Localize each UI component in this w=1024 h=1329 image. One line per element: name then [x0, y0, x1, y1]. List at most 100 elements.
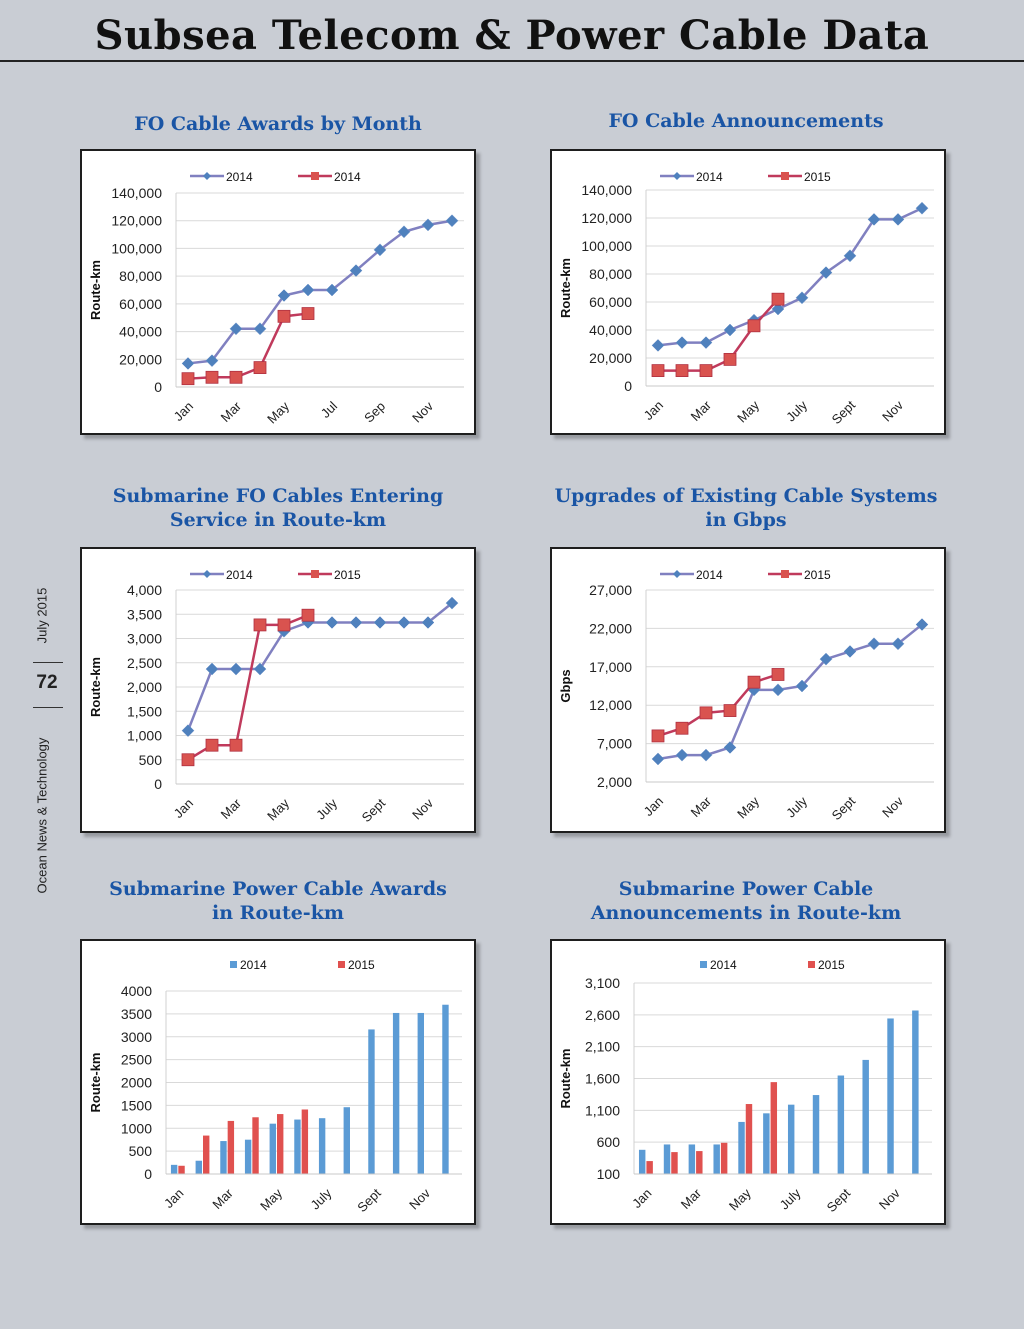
- data-point-square: [723, 704, 737, 717]
- bar-2014: [738, 1121, 745, 1174]
- y-tick-label: 3000: [121, 1029, 152, 1045]
- bar-2014: [417, 1012, 424, 1174]
- data-point-diamond: [421, 616, 435, 629]
- data-point-square: [181, 372, 195, 386]
- bar-2014: [318, 1118, 326, 1174]
- x-tick-label: Nov: [879, 397, 906, 424]
- bar-2015: [720, 1142, 728, 1174]
- data-point-diamond: [891, 637, 905, 651]
- chart-title: FO Cable Announcements: [526, 109, 966, 133]
- bar-2014: [713, 1144, 720, 1174]
- y-tick-label: 100,000: [111, 240, 162, 256]
- x-tick-label: July: [777, 1185, 804, 1212]
- chart-title-line: Upgrades of Existing Cable Systems: [554, 485, 938, 507]
- legend-label: 2014: [334, 170, 361, 184]
- y-tick-label: 140,000: [581, 182, 632, 198]
- x-tick-label: May: [726, 1185, 754, 1213]
- legend-square-marker: [781, 172, 789, 180]
- bar-2014: [442, 1004, 449, 1174]
- y-tick-label: 600: [597, 1134, 621, 1150]
- data-point-square: [771, 668, 785, 681]
- y-axis-label: Route-km: [88, 260, 103, 320]
- series-line-2014: [657, 623, 923, 761]
- data-point-diamond: [723, 323, 737, 337]
- bar-2015: [203, 1135, 210, 1174]
- series-line-2014: [187, 219, 453, 365]
- y-tick-label: 0: [144, 1166, 152, 1182]
- chart-svg: 0 20,000 40,000 60,000 80,000 100,000 120,000 1…: [558, 170, 934, 427]
- chart-title-line: Submarine FO Cables Entering: [112, 485, 444, 507]
- data-point-diamond: [277, 289, 291, 302]
- legend-square-marker: [311, 570, 319, 578]
- data-point-square: [277, 618, 291, 632]
- y-axis-label: Route-km: [88, 657, 103, 717]
- x-tick-label: July: [783, 397, 810, 424]
- chart-title: Submarine Power Cable Awards in Route-km: [58, 877, 498, 925]
- data-point-diamond: [421, 218, 435, 232]
- y-tick-label: 2,000: [127, 679, 162, 695]
- data-point-diamond: [915, 618, 929, 631]
- bar-2014: [170, 1164, 178, 1174]
- data-point-square: [747, 319, 761, 333]
- data-point-diamond: [771, 683, 785, 697]
- bar-2014: [862, 1059, 869, 1174]
- x-tick-label: Sept: [824, 1185, 854, 1215]
- page-title: Subsea Telecom & Power Cable Data: [94, 12, 930, 59]
- y-tick-label: 12,000: [589, 697, 632, 713]
- y-tick-label: 0: [154, 776, 162, 792]
- chart-title-line: in Gbps: [705, 509, 787, 531]
- y-tick-label: 17,000: [589, 659, 632, 675]
- y-tick-label: 20,000: [589, 350, 632, 366]
- data-point-diamond: [699, 336, 713, 349]
- x-tick-label: Mar: [218, 398, 245, 425]
- data-point-diamond: [891, 213, 905, 226]
- data-point-diamond: [325, 283, 339, 297]
- data-point-diamond: [795, 291, 809, 305]
- data-point-square: [747, 675, 761, 689]
- sidebar-divider: [33, 662, 63, 663]
- data-point-diamond: [445, 596, 459, 610]
- bar-2015: [696, 1151, 703, 1174]
- bar-2014: [392, 1012, 400, 1174]
- data-point-diamond: [843, 645, 857, 658]
- y-tick-label: 140,000: [111, 185, 162, 201]
- data-point-square: [651, 729, 665, 743]
- legend-swatch: [230, 961, 237, 968]
- x-tick-label: May: [257, 1185, 285, 1213]
- data-point-square: [205, 738, 219, 752]
- data-point-diamond: [445, 214, 459, 228]
- series-line-2014: [657, 207, 923, 347]
- data-point-diamond: [181, 724, 195, 738]
- bar-2014: [812, 1095, 820, 1174]
- legend-diamond-marker: [673, 172, 681, 180]
- bar-2014: [887, 1018, 894, 1174]
- legend-label: 2015: [804, 568, 831, 582]
- data-point-square: [205, 370, 219, 384]
- data-point-diamond: [373, 616, 387, 629]
- data-point-square: [277, 309, 291, 323]
- x-tick-label: Jan: [171, 796, 196, 821]
- bar-2014: [368, 1029, 375, 1174]
- data-point-diamond: [915, 201, 929, 215]
- legend-label: 2014: [226, 170, 253, 184]
- data-point-diamond: [651, 339, 665, 352]
- bar-2014: [195, 1160, 202, 1174]
- data-point-diamond: [325, 616, 339, 629]
- legend-diamond-marker: [673, 570, 681, 578]
- x-tick-label: May: [264, 795, 292, 823]
- chart-frame: 100 600 1,100 1,600 2,100 2,600 3,100 Route-km J…: [550, 939, 946, 1225]
- publication-name: Ocean News & Technology: [34, 737, 50, 894]
- data-point-diamond: [229, 662, 243, 676]
- data-point-diamond: [723, 741, 737, 754]
- chart-svg: 2,000 7,000 12,000 17,000 22,000 27,000 Gbps Ja…: [558, 568, 934, 823]
- y-tick-label: 120,000: [111, 213, 162, 229]
- data-point-square: [301, 307, 315, 320]
- bar-2014: [244, 1139, 252, 1174]
- x-tick-label: July: [783, 793, 810, 820]
- y-tick-label: 80,000: [589, 266, 632, 282]
- y-tick-label: 2,500: [127, 655, 162, 671]
- bar-2014: [763, 1113, 770, 1174]
- bar-2015: [277, 1114, 284, 1174]
- bar-2014: [912, 1010, 919, 1174]
- chart-title-line: Submarine Power Cable: [618, 878, 874, 900]
